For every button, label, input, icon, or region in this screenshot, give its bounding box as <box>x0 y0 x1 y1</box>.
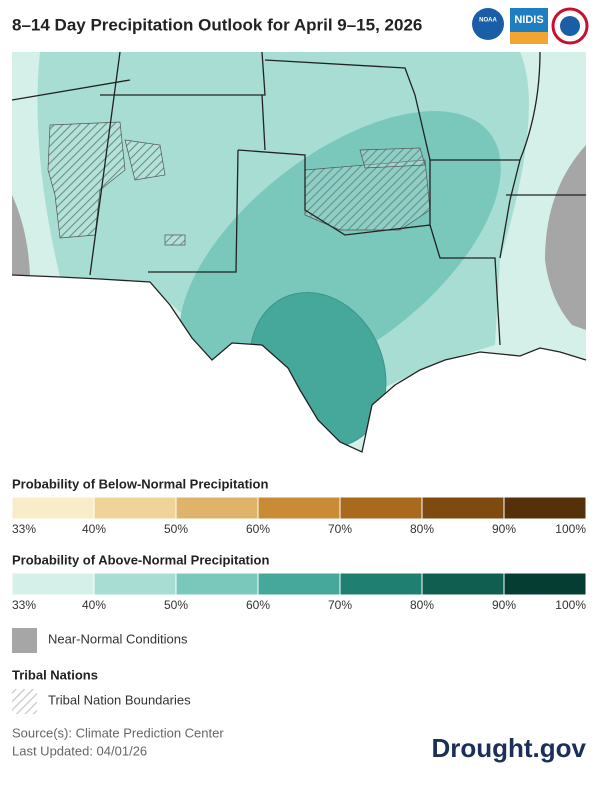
legend-label: 60% <box>246 522 270 536</box>
legend-swatch <box>421 496 505 520</box>
legend-label: 90% <box>492 598 516 612</box>
legend-label: 100% <box>555 522 586 536</box>
title: 8–14 Day Precipitation Outlook for April… <box>12 15 422 34</box>
legend-swatch <box>339 496 423 520</box>
legends: Probability of Below-Normal Precipitatio… <box>11 476 587 612</box>
legend-swatch <box>339 572 423 596</box>
legend-label: 40% <box>82 522 106 536</box>
legend-swatch <box>11 572 95 596</box>
legend-label: 50% <box>164 598 188 612</box>
nidis-text: NIDIS <box>514 14 543 26</box>
source: Source(s): Climate Prediction Center <box>12 725 224 740</box>
legend-swatch <box>257 572 341 596</box>
coastline <box>11 274 587 453</box>
legend-label: 90% <box>492 522 516 536</box>
legend-label: 70% <box>328 598 352 612</box>
legend-swatch <box>175 572 259 596</box>
legend-title: Probability of Above-Normal Precipitatio… <box>12 552 269 567</box>
legend-label: 80% <box>410 522 434 536</box>
legend-title: Probability of Below-Normal Precipitatio… <box>12 476 268 491</box>
near-normal-west <box>12 195 30 275</box>
noaa-logo <box>472 8 504 40</box>
legend-swatch <box>93 572 177 596</box>
legend-swatch <box>421 572 505 596</box>
brand: Drought.gov <box>431 733 586 763</box>
near-normal-east <box>545 145 586 330</box>
legend-label: 33% <box>12 522 36 536</box>
legend-swatch <box>93 496 177 520</box>
tribal-title: Tribal Nations <box>12 667 98 682</box>
nidis-stripe <box>510 32 548 44</box>
tribal-label: Tribal Nation Boundaries <box>48 692 191 707</box>
nws-inner <box>560 16 580 36</box>
noaa-text: NOAA <box>479 18 497 24</box>
tribal-areas <box>47 121 431 246</box>
state-borders <box>12 52 586 346</box>
near-normal-label: Near-Normal Conditions <box>48 631 188 646</box>
legend-label: 80% <box>410 598 434 612</box>
legend-swatch <box>175 496 259 520</box>
updated: Last Updated: 04/01/26 <box>12 743 147 758</box>
legend-swatch <box>503 496 587 520</box>
legend-swatch <box>257 496 341 520</box>
legend-label: 33% <box>12 598 36 612</box>
legend-label: 50% <box>164 522 188 536</box>
legend-label: 70% <box>328 522 352 536</box>
tribal-swatch <box>12 689 37 714</box>
logos: NOAA NIDIS <box>472 7 589 45</box>
legend-label: 100% <box>555 598 586 612</box>
near-normal-swatch <box>12 628 37 653</box>
map <box>11 52 587 453</box>
legend-swatch <box>503 572 587 596</box>
legend-swatch <box>11 496 95 520</box>
legend-label: 40% <box>82 598 106 612</box>
legend-label: 60% <box>246 598 270 612</box>
